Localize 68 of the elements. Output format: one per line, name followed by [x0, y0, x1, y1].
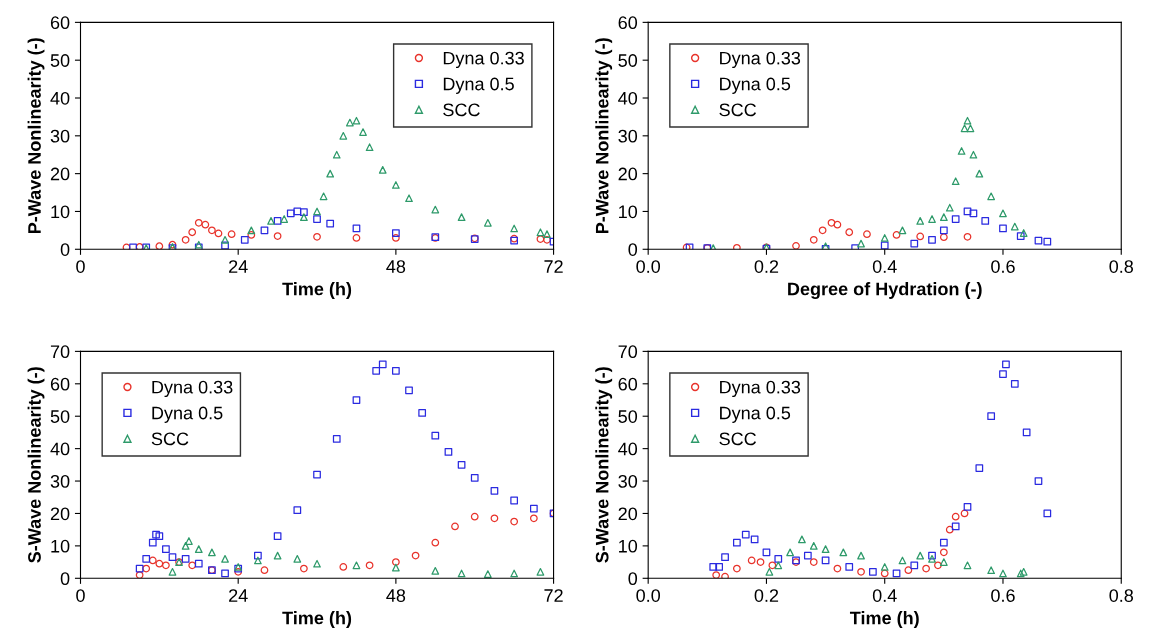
x-tick-label: 0.0 [636, 260, 661, 273]
x-tick-label: 0.2 [754, 260, 779, 273]
x-axis-title: Time (h) [849, 611, 919, 628]
y-tick-label: 50 [50, 410, 70, 423]
legend-label: SCC [151, 432, 189, 446]
y-tick-label: 70 [618, 345, 638, 359]
y-tick-label: 60 [618, 377, 638, 391]
legend-label: Dyna 0.5 [720, 406, 791, 423]
x-tick-label: 0.8 [1109, 260, 1134, 273]
y-tick-label: 20 [618, 507, 638, 521]
legend-label: Dyna 0.33 [720, 380, 801, 398]
y-tick-label: 30 [50, 129, 70, 143]
x-tick-label: 0.8 [1109, 589, 1134, 602]
legend-label: SCC [719, 103, 757, 117]
legend-label: Dyna 0.5 [443, 77, 514, 94]
y-axis-title: S-Wave Nonlinearity (-) [27, 367, 45, 563]
x-tick-label: 0.4 [872, 589, 897, 602]
legend-label: Dyna 0.33 [152, 380, 233, 398]
y-tick-label: 40 [618, 442, 638, 456]
y-tick-label: 0 [60, 572, 70, 586]
y-tick-label: 60 [50, 377, 70, 391]
y-tick-label: 10 [51, 205, 70, 219]
y-tick-label: 40 [618, 91, 638, 105]
x-tick-label: 72 [544, 260, 563, 273]
y-tick-label: 10 [619, 205, 638, 219]
y-tick-label: 50 [618, 54, 638, 67]
y-tick-label: 0 [628, 243, 638, 256]
x-axis-title: Degree of Hydration (-) [788, 282, 982, 299]
x-tick-label: 0.4 [872, 260, 897, 273]
x-tick-label: 48 [386, 260, 406, 273]
x-tick-label: 0 [76, 589, 85, 602]
y-tick-label: 10 [619, 539, 638, 553]
y-tick-label: 30 [618, 129, 638, 143]
x-tick-label: 0.0 [636, 589, 661, 602]
y-axis-title: S-Wave Nonlinearity (-) [595, 367, 613, 563]
legend-label: Dyna 0.5 [720, 77, 791, 94]
y-tick-label: 20 [618, 167, 638, 181]
x-tick-label: 0.6 [991, 260, 1015, 273]
legend-label: SCC [719, 432, 757, 446]
y-tick-label: 30 [50, 474, 70, 488]
legend-label: Dyna 0.33 [443, 51, 524, 69]
y-tick-label: 50 [50, 54, 70, 67]
x-tick-label: 0 [76, 260, 85, 273]
legend-label: Dyna 0.5 [152, 406, 223, 423]
x-tick-label: 0.2 [754, 589, 779, 602]
x-tick-label: 72 [544, 589, 563, 602]
y-tick-label: 60 [50, 16, 70, 30]
x-tick-label: 48 [386, 589, 406, 602]
y-tick-label: 40 [50, 91, 70, 105]
x-tick-label: 24 [229, 260, 248, 273]
y-tick-label: 70 [50, 345, 70, 359]
legend-label: Dyna 0.33 [720, 51, 801, 69]
y-tick-label: 0 [628, 572, 638, 586]
y-tick-label: 50 [618, 410, 638, 423]
y-tick-label: 20 [50, 167, 70, 181]
y-tick-label: 10 [51, 539, 70, 553]
x-axis-title: Time (h) [282, 611, 352, 628]
x-tick-label: 0.6 [991, 589, 1015, 602]
x-axis-title: Time (h) [282, 282, 352, 299]
legend-label: SCC [443, 103, 480, 117]
y-axis-title: P-Wave Nonlinearity (-) [595, 38, 613, 234]
y-tick-label: 60 [618, 16, 638, 30]
y-tick-label: 20 [50, 507, 70, 521]
x-tick-label: 24 [229, 589, 248, 602]
y-axis-title: P-Wave Nonlinearity (-) [27, 38, 45, 234]
y-tick-label: 30 [618, 474, 638, 488]
y-tick-label: 40 [50, 442, 70, 456]
y-tick-label: 0 [60, 243, 70, 256]
